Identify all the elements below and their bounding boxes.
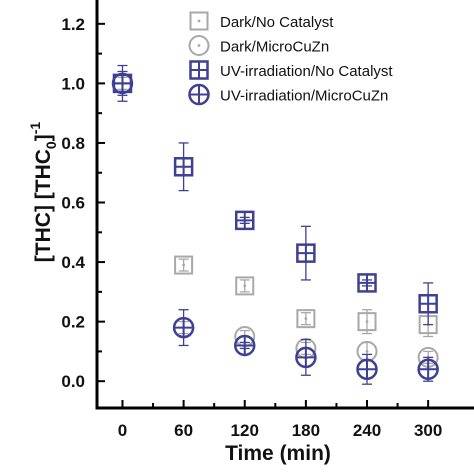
legend-label: UV-irradiation/MicroCuZn (220, 88, 388, 105)
legend-item-1: Dark/No Catalyst (189, 11, 334, 31)
series-1 (112, 73, 438, 338)
axis-labels: Time (min) [THC] [THC0]-1 (27, 122, 331, 465)
y-tick-label: 0.8 (61, 134, 85, 153)
x-tick-label: 180 (292, 421, 320, 440)
legend-label: Dark/No Catalyst (220, 14, 334, 31)
y-axis-label-subscript: 0 (43, 141, 59, 149)
legend-item-2: Dark/MicroCuZn (188, 35, 329, 56)
series-2 (111, 72, 439, 368)
data-point (295, 346, 317, 369)
legend-label: Dark/MicroCuZn (220, 39, 329, 56)
data-point (356, 358, 378, 381)
x-tick-label: 60 (174, 421, 193, 440)
x-axis-label: Time (min) (225, 442, 331, 465)
legend-marker (189, 11, 209, 31)
x-tick-label: 0 (118, 421, 127, 440)
legend-marker-center (197, 44, 201, 47)
data-point (357, 312, 377, 332)
data-point (235, 276, 255, 296)
series-4 (111, 64, 439, 385)
data-point (417, 358, 439, 381)
data-point (296, 309, 316, 329)
legend-label: UV-irradiation/No Catalyst (220, 63, 393, 80)
data-marks (111, 64, 439, 385)
data-point (172, 316, 195, 339)
data-point-center (304, 317, 308, 321)
legend-item-3: UV-irradiation/No Catalyst (189, 60, 393, 80)
data-point-center (243, 284, 247, 288)
legend-item-4: UV-irradiation/MicroCuZn (188, 83, 388, 106)
data-point-center (365, 320, 369, 324)
series-3 (112, 70, 438, 326)
x-tick-label: 240 (353, 421, 381, 440)
plot-axes: 0.0 0.2 0.4 0.6 0.8 1.0 1.2 0 60 120 180 240 300 (61, 0, 474, 440)
x-tick-label: 300 (414, 421, 442, 440)
legend-marker (188, 83, 210, 106)
y-axis-label-main: [THC] [THC (32, 149, 55, 262)
y-tick-label: 1.0 (61, 74, 85, 93)
y-tick-label: 0.2 (61, 313, 85, 332)
y-axis-label-superscript: -1 (27, 122, 43, 135)
y-axis-label-tail: ] (32, 134, 55, 141)
y-tick-label: 1.2 (61, 15, 85, 34)
legend: Dark/No Catalyst Dark/MicroCuZn UV-irradia… (188, 11, 393, 106)
y-tick-label: 0.4 (61, 253, 85, 272)
legend-marker (188, 35, 210, 56)
x-tick-label: 120 (231, 421, 259, 440)
data-point (111, 72, 134, 95)
data-point-center (365, 350, 369, 353)
data-point-center (182, 263, 186, 267)
y-tick-label: 0.0 (61, 372, 85, 391)
legend-marker-center (197, 19, 201, 23)
data-point (233, 334, 256, 357)
y-axis-label: [THC] [THC0]-1 (27, 122, 59, 263)
y-tick-label: 0.6 (61, 194, 85, 213)
data-point (174, 255, 194, 275)
